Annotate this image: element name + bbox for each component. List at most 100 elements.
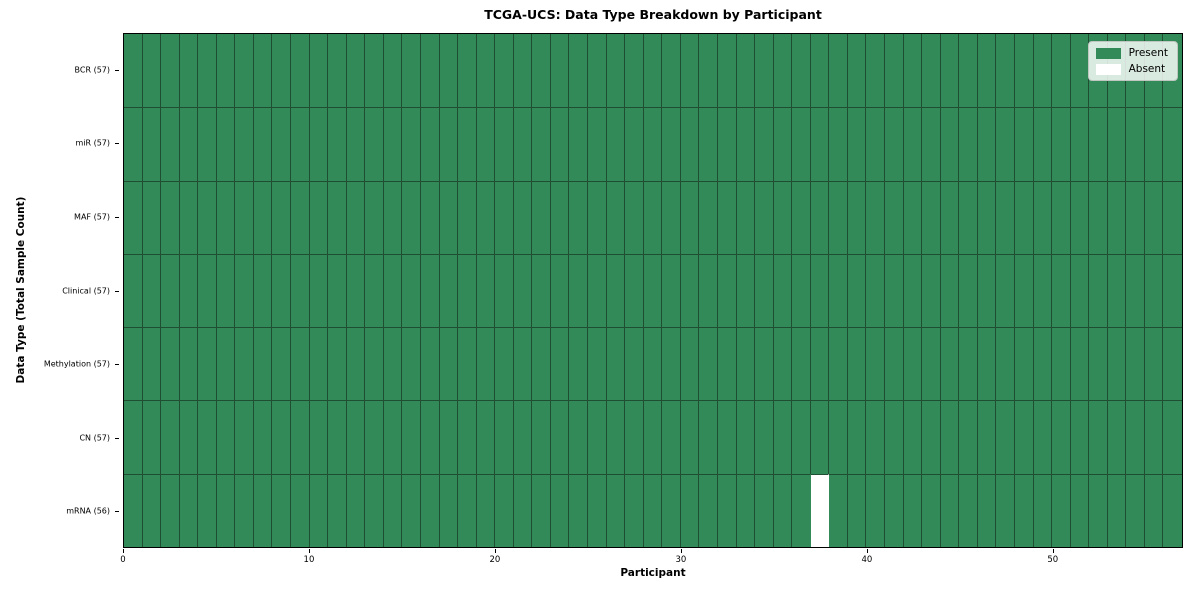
heatmap-cell-present [495, 34, 514, 108]
heatmap-cell-present [253, 327, 273, 401]
heatmap-cell-present [792, 107, 811, 181]
heatmap-cell-present [420, 180, 440, 254]
heatmap-cell-present [495, 400, 514, 474]
heatmap-cell-present [903, 107, 923, 181]
heatmap-cell-present [1070, 400, 1090, 474]
x-tick-mark [866, 549, 868, 553]
heatmap-cell-present [142, 34, 162, 108]
heatmap-cell-present [680, 400, 700, 474]
heatmap-cell-present [402, 473, 421, 547]
heatmap-cell-present [458, 107, 477, 181]
heatmap-cell-present [142, 327, 162, 401]
y-tick-mark [115, 437, 119, 439]
heatmap-cell-present [755, 180, 774, 254]
heatmap-cell-present [1107, 400, 1127, 474]
heatmap-cell-present [532, 473, 551, 547]
heatmap-cell-present [903, 180, 923, 254]
heatmap-cell-present [458, 180, 477, 254]
heatmap-cell-present [922, 327, 941, 401]
heatmap-cell-present [662, 107, 681, 181]
heatmap-cell-present [198, 34, 217, 108]
heatmap-cell-present [847, 327, 867, 401]
heatmap-cell-present [1014, 473, 1034, 547]
x-tick-label: 0 [120, 555, 126, 565]
heatmap-cell-present [1052, 107, 1071, 181]
heatmap-cell-present [810, 180, 830, 254]
heatmap-cell-present [810, 34, 830, 108]
heatmap-cell-present [569, 34, 589, 108]
heatmap-cell-present [773, 400, 793, 474]
heatmap-cell-present [1144, 400, 1164, 474]
y-tick-mark [115, 69, 119, 71]
heatmap-cell-present [736, 253, 756, 328]
heatmap-cell-present [680, 253, 700, 328]
heatmap-cell-present [179, 107, 199, 181]
heatmap-cell-present [216, 107, 236, 181]
heatmap-cell-present [736, 180, 756, 254]
heatmap-cell-present [625, 180, 644, 254]
heatmap-cell-present [1126, 400, 1145, 474]
y-tick-mark [115, 511, 119, 513]
heatmap-cell-present [1014, 253, 1034, 328]
heatmap-cell-present [495, 253, 514, 328]
heatmap-cell-present [885, 473, 904, 547]
heatmap-cell-present [810, 327, 830, 401]
heatmap-cell-present [847, 400, 867, 474]
heatmap-cell-present [513, 34, 533, 108]
heatmap-cell-present [1144, 473, 1164, 547]
heatmap-cell-present [755, 400, 774, 474]
heatmap-cell-present [1070, 253, 1090, 328]
heatmap-cell-present [940, 253, 960, 328]
y-axis-ticks: BCR (57) miR (57) MAF (57) Clinical (57) Met… [0, 33, 119, 548]
heatmap-cell-present [959, 107, 978, 181]
heatmap-cell-present [291, 180, 310, 254]
heatmap-cell-present [1163, 327, 1182, 401]
heatmap-cell-present [643, 253, 663, 328]
heatmap-cell-present [977, 180, 997, 254]
heatmap-cell-present [1163, 400, 1182, 474]
heatmap-cell-present [736, 327, 756, 401]
heatmap-cell-present [792, 327, 811, 401]
heatmap-cell-present [588, 253, 607, 328]
heatmap-cell-present [625, 107, 644, 181]
heatmap-cell-present [699, 400, 718, 474]
heatmap-cell-present [420, 473, 440, 547]
heatmap-cell-present [1070, 180, 1090, 254]
heatmap-cell-present [662, 180, 681, 254]
heatmap-cell-present [161, 253, 180, 328]
heatmap-cell-present [996, 327, 1015, 401]
heatmap-cell-present [866, 34, 886, 108]
x-tick-label: 40 [861, 555, 873, 565]
heatmap-cell-present [959, 473, 978, 547]
heatmap-cell-present [1126, 473, 1145, 547]
heatmap-cell-present [1033, 473, 1053, 547]
heatmap-cell-present [272, 253, 292, 328]
heatmap-cell-present [346, 253, 366, 328]
heatmap-cell-present [736, 107, 756, 181]
heatmap-cell-present [736, 473, 756, 547]
heatmap-cell-present [124, 107, 143, 181]
heatmap-cell-present [458, 473, 477, 547]
heatmap-cell-present [1089, 400, 1108, 474]
heatmap-cell-present [940, 180, 960, 254]
heatmap-cell-present [866, 180, 886, 254]
heatmap-grid [124, 34, 1182, 547]
heatmap-cell-present [625, 327, 644, 401]
heatmap-cell-present [495, 107, 514, 181]
heatmap-cell-present [1033, 107, 1053, 181]
x-tick-label: 10 [303, 555, 315, 565]
heatmap-cell-present [643, 400, 663, 474]
heatmap-cell-present [699, 327, 718, 401]
heatmap-cell-present [829, 400, 848, 474]
heatmap-cell-present [124, 34, 143, 108]
heatmap-cell-present [439, 34, 459, 108]
heatmap-cell-present [1126, 253, 1145, 328]
heatmap-cell-present [736, 400, 756, 474]
y-tick-label: mRNA (56) [66, 506, 110, 516]
heatmap-cell-present [513, 327, 533, 401]
heatmap-cell-present [1070, 34, 1090, 108]
heatmap-cell-present [124, 400, 143, 474]
heatmap-cell-present [1014, 34, 1034, 108]
heatmap-cell-present [532, 107, 551, 181]
heatmap-cell-present [402, 180, 421, 254]
